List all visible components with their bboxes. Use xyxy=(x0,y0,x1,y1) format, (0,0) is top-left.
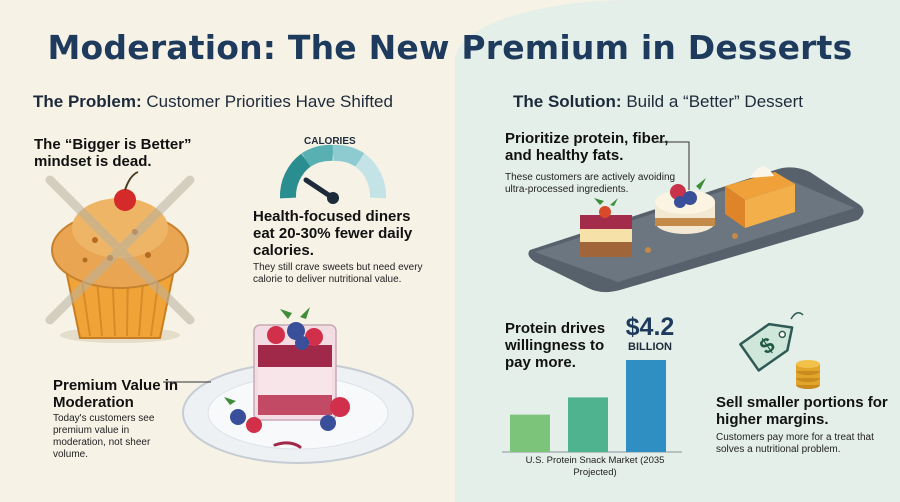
calorie-gauge-icon xyxy=(279,144,387,204)
problem-heading-rest: Customer Priorities Have Shifted xyxy=(146,92,393,111)
portions-detail: Customers pay more for a treat that solv… xyxy=(716,432,874,455)
solution-heading: The Solution: Build a “Better” Dessert xyxy=(513,92,803,112)
problem-heading: The Problem: Customer Priorities Have Sh… xyxy=(33,92,393,112)
protein-callout-line xyxy=(655,141,690,208)
coin-stack-icon xyxy=(796,360,820,389)
solution-heading-bold: The Solution: xyxy=(513,92,622,111)
market-unit: BILLION xyxy=(628,341,672,353)
chart-bar-3 xyxy=(626,360,666,452)
protein-market-chart xyxy=(502,360,682,453)
dessert-board-illustration xyxy=(528,166,864,293)
problem-heading-bold: The Problem: xyxy=(33,92,142,111)
parfait-plate-illustration xyxy=(182,307,414,464)
health-detail: They still crave sweets but need every c… xyxy=(253,262,423,285)
protein-detail: These customers are actively avoiding ul… xyxy=(505,172,676,195)
market-caption: U.S. Protein Snack Market (2035 Projecte… xyxy=(525,455,665,478)
willingness-headline: Protein drives willingness to pay more. xyxy=(505,320,606,371)
protein-headline: Prioritize protein, fiber, and healthy f… xyxy=(505,130,669,164)
gauge-label: CALORIES xyxy=(304,136,356,147)
crossed-muffin-illustration xyxy=(45,171,195,343)
premium-detail: Today's customers see premium value in m… xyxy=(53,413,155,460)
chart-bar-1 xyxy=(510,414,550,452)
solution-heading-rest: Build a “Better” Dessert xyxy=(626,92,804,111)
price-tag-icon: $ xyxy=(739,312,804,372)
portions-headline: Sell smaller portions for higher margins… xyxy=(716,394,888,428)
premium-callout-line xyxy=(163,381,211,383)
premium-headline: Premium Value in Moderation xyxy=(53,377,179,411)
health-headline: Health-focused diners eat 20-30% fewer d… xyxy=(253,208,413,259)
chart-bar-2 xyxy=(568,397,608,452)
market-value: $4.2 xyxy=(625,313,675,341)
bigger-better-text: The “Bigger is Better” mindset is dead. xyxy=(34,136,192,170)
page-title: Moderation: The New Premium in Desserts xyxy=(47,28,853,67)
